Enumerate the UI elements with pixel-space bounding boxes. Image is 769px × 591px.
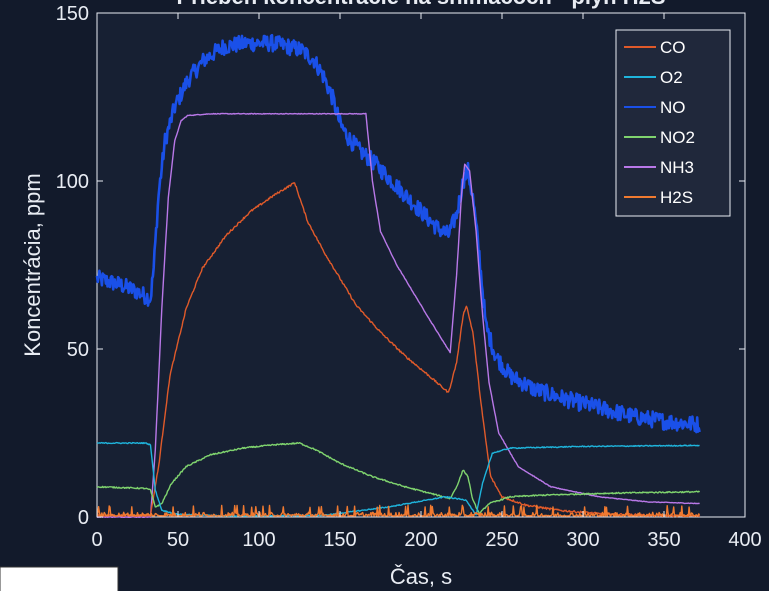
legend-box — [615, 29, 731, 217]
x-axis-ticks: 0 50 100 150 200 250 300 350 400 — [91, 13, 762, 551]
legend-label-nh3: NH3 — [660, 158, 694, 177]
x-tick-label: 400 — [728, 529, 761, 551]
y-tick-label: 150 — [56, 3, 89, 25]
y-tick-label: 50 — [67, 339, 89, 361]
legend-label-o2: O2 — [660, 68, 683, 87]
series-line-no — [95, 33, 701, 434]
legend-label-h2s: H2S — [660, 188, 693, 207]
series-line-co — [96, 182, 700, 518]
x-axis-label: Čas, s — [390, 564, 452, 589]
series-line-h2s — [96, 504, 701, 517]
x-tick-label: 150 — [323, 529, 356, 551]
legend-label-co: CO — [660, 38, 686, 57]
chart-title: Priebeh koncentrácie na snímačoch - plyn… — [176, 0, 665, 9]
series-line-no2 — [96, 441, 701, 515]
x-tick-label: 0 — [91, 529, 102, 551]
series-layer — [95, 33, 701, 518]
x-tick-label: 250 — [485, 529, 518, 551]
x-tick-label: 300 — [566, 529, 599, 551]
y-axis-ticks: 0 50 100 150 — [56, 3, 745, 529]
x-tick-label: 350 — [647, 529, 680, 551]
legend-label-no2: NO2 — [660, 128, 695, 147]
y-axis-label: Koncentrácia, ppm — [20, 173, 45, 356]
x-tick-label: 100 — [242, 529, 275, 551]
series-line-nh3 — [96, 112, 700, 518]
overlay-box — [0, 566, 119, 591]
x-tick-label: 50 — [167, 529, 189, 551]
legend-label-no: NO — [660, 98, 686, 117]
y-tick-label: 100 — [56, 171, 89, 193]
x-tick-label: 200 — [404, 529, 437, 551]
y-tick-label: 0 — [78, 507, 89, 529]
legend: CO O2 NO NO2 NH3 H2S — [615, 29, 731, 217]
